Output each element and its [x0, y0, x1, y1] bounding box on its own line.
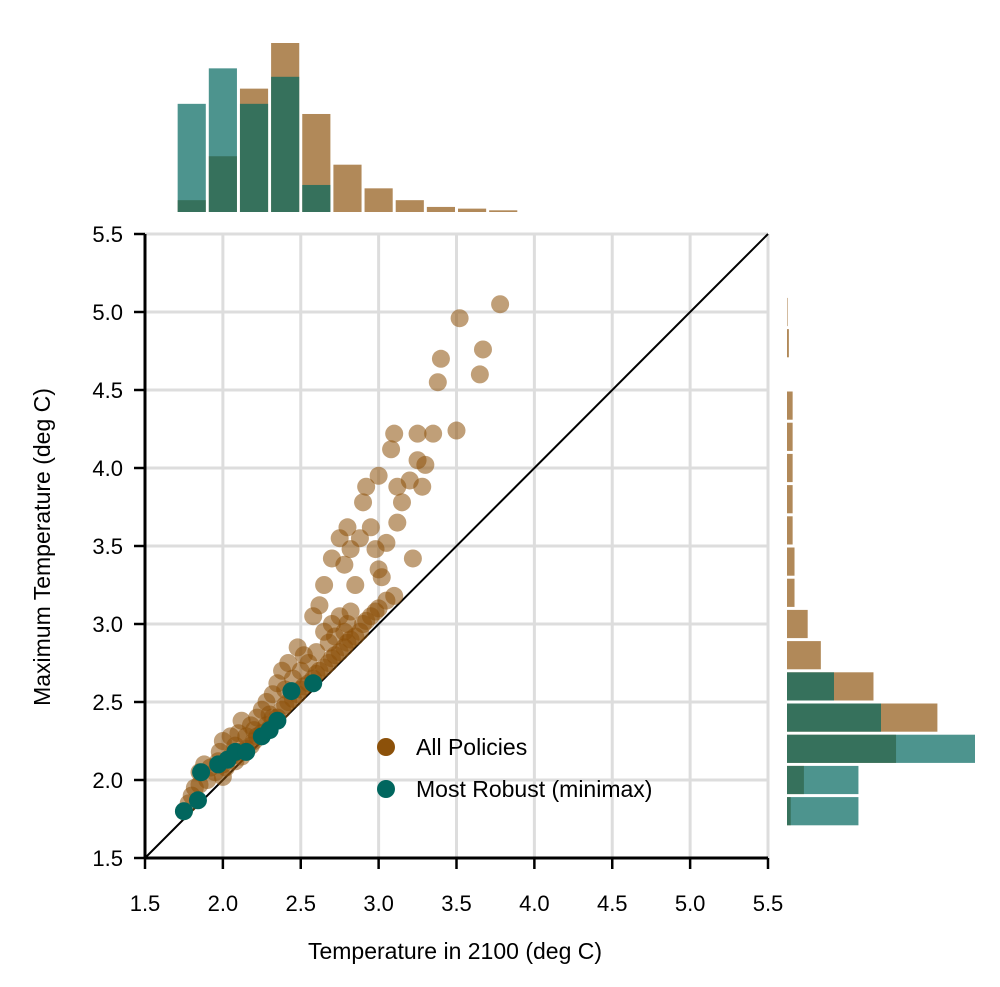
- point-all-policies: [470, 365, 489, 384]
- point-all-policies: [382, 440, 401, 459]
- point-all-policies: [377, 533, 396, 552]
- top-hist-bar-robust: [177, 103, 206, 212]
- right-marginal-histogram: [787, 297, 975, 826]
- y-tick-label: 4.5: [92, 378, 123, 403]
- right-hist-bar-robust: [787, 734, 975, 763]
- top-hist-bar-all: [395, 200, 424, 212]
- y-axis-title: Maximum Temperature (deg C): [29, 388, 55, 706]
- right-hist-bar-all: [787, 641, 821, 670]
- top-hist-bar-all: [489, 210, 518, 212]
- point-most-robust: [192, 763, 211, 782]
- top-hist-bar-robust: [271, 76, 300, 212]
- x-tick-label: 3.0: [363, 891, 394, 916]
- point-all-policies: [408, 424, 427, 443]
- y-tick-label: 4.0: [92, 456, 123, 481]
- top-hist-bar-robust: [302, 184, 331, 212]
- x-tick-label: 3.5: [441, 891, 472, 916]
- point-all-policies: [361, 518, 380, 537]
- y-tick-label: 3.5: [92, 534, 123, 559]
- y-tick-labels: 1.5 2.0 2.5 3.0 3.5 4.0 4.5 5.0 5.5: [92, 222, 123, 871]
- point-all-policies: [428, 373, 447, 392]
- right-hist-bar-all: [787, 422, 793, 451]
- point-all-policies: [372, 568, 391, 587]
- legend-robust-marker: [377, 780, 395, 798]
- point-all-policies: [413, 477, 432, 496]
- right-hist-bar-all: [787, 329, 789, 358]
- point-all-policies: [473, 340, 492, 359]
- point-most-robust: [188, 791, 207, 810]
- legend-robust-label: Most Robust (minimax): [416, 776, 652, 802]
- right-hist-bar-robust: [787, 765, 859, 795]
- top-hist-bar-all: [333, 164, 362, 212]
- right-hist-bar-robust: [787, 797, 859, 826]
- y-tick-label: 5.5: [92, 222, 123, 247]
- x-tick-label: 1.5: [130, 891, 161, 916]
- right-hist-bar-robust: [787, 703, 881, 732]
- x-tick-label: 5.5: [753, 891, 784, 916]
- top-marginal-histogram: [177, 43, 518, 212]
- point-all-policies: [310, 596, 329, 615]
- x-tick-label: 2.0: [208, 891, 239, 916]
- point-most-robust: [282, 682, 301, 701]
- x-tick-labels: 1.5 2.0 2.5 3.0 3.5 4.0 4.5 5.0 5.5: [130, 891, 784, 916]
- point-all-policies: [357, 477, 376, 496]
- point-all-policies: [447, 421, 466, 440]
- point-all-policies: [385, 424, 404, 443]
- point-all-policies: [416, 455, 435, 474]
- top-hist-bar-robust: [239, 103, 269, 212]
- right-hist-bar-all: [787, 453, 793, 483]
- y-tick-label: 2.5: [92, 690, 123, 715]
- point-all-policies: [307, 643, 326, 662]
- point-all-policies: [450, 309, 469, 328]
- point-all-policies: [346, 576, 365, 594]
- point-all-policies: [491, 295, 510, 314]
- top-hist-bar-all: [458, 208, 487, 212]
- point-all-policies: [354, 493, 373, 512]
- point-most-robust: [237, 742, 256, 761]
- top-hist-bar-all: [364, 188, 393, 212]
- point-all-policies: [350, 529, 369, 548]
- point-all-policies: [338, 518, 357, 537]
- y-tick-label: 1.5: [92, 846, 123, 871]
- point-all-policies: [341, 602, 360, 621]
- axes: [134, 232, 770, 869]
- top-hist-bar-robust: [208, 68, 237, 212]
- point-all-policies: [388, 513, 407, 532]
- y-tick-label: 3.0: [92, 612, 123, 637]
- all-policies-points: [174, 295, 510, 821]
- top-hist-bar-all: [426, 206, 455, 212]
- right-hist-bar-all: [787, 578, 795, 607]
- point-all-policies: [335, 555, 354, 574]
- point-all-policies: [392, 493, 411, 512]
- x-tick-label: 2.5: [285, 891, 316, 916]
- legend: All Policies Most Robust (minimax): [377, 734, 652, 802]
- x-tick-label: 4.0: [519, 891, 550, 916]
- point-all-policies: [403, 549, 422, 568]
- point-all-policies: [385, 586, 404, 605]
- point-most-robust: [304, 674, 323, 693]
- y-tick-label: 2.0: [92, 768, 123, 793]
- right-hist-bar-all: [787, 391, 793, 420]
- y-tick-label: 5.0: [92, 300, 123, 325]
- x-axis-title: Temperature in 2100 (deg C): [308, 938, 602, 964]
- right-hist-bar-all: [787, 609, 808, 639]
- legend-all-marker: [377, 738, 395, 756]
- point-most-robust: [268, 711, 287, 730]
- legend-all-label: All Policies: [416, 734, 527, 760]
- right-hist-bar-all: [787, 516, 793, 545]
- right-hist-bar-all: [787, 485, 793, 514]
- x-tick-label: 5.0: [675, 891, 706, 916]
- robust-points: [174, 674, 323, 821]
- point-most-robust: [174, 802, 193, 821]
- point-all-policies: [315, 576, 334, 594]
- right-hist-bar-robust: [787, 672, 834, 701]
- right-hist-bar-all: [787, 297, 788, 327]
- x-tick-label: 4.5: [597, 891, 628, 916]
- point-all-policies: [424, 424, 443, 443]
- right-hist-bar-all: [787, 547, 795, 576]
- point-all-policies: [369, 466, 388, 485]
- point-all-policies: [431, 349, 450, 368]
